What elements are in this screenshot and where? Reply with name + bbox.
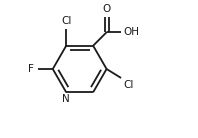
Text: N: N — [62, 94, 69, 104]
Text: Cl: Cl — [123, 80, 133, 90]
Text: F: F — [28, 64, 34, 74]
Text: OH: OH — [123, 27, 139, 37]
Text: O: O — [103, 4, 111, 14]
Text: Cl: Cl — [61, 16, 71, 26]
